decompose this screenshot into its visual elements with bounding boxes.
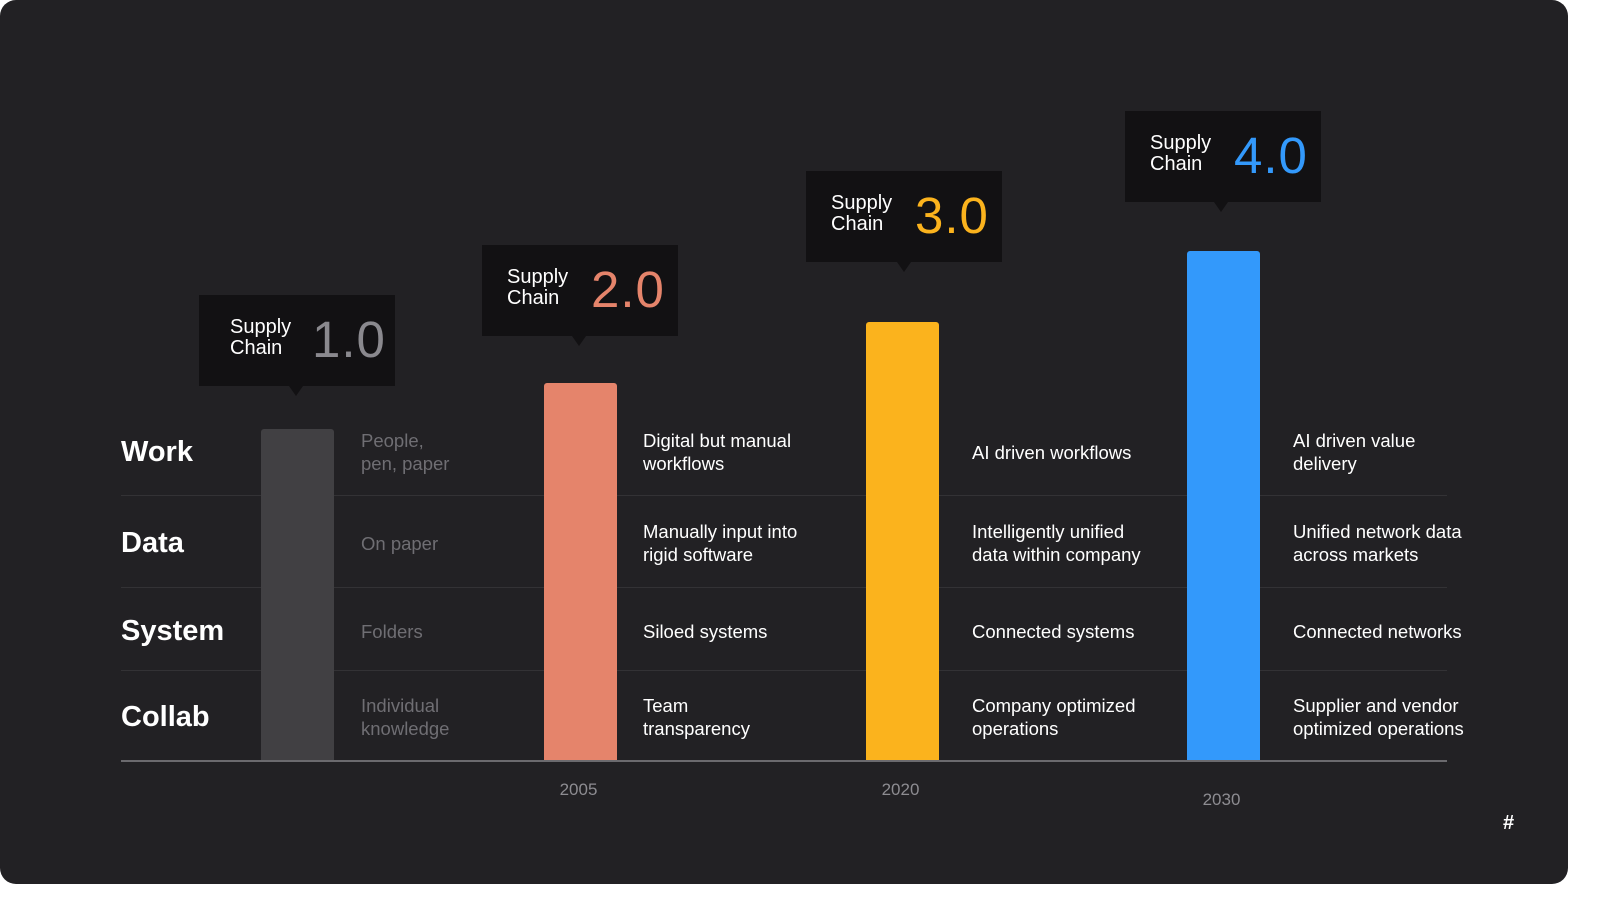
row-separator (121, 587, 1447, 588)
bar-4-0 (1187, 251, 1260, 760)
label-callout-1-0: Supply Chain 1.0 (199, 295, 395, 386)
label-callout-3-0: Supply Chain 3.0 (806, 171, 1002, 262)
callout-label: Supply Chain (230, 316, 292, 359)
callout-label: Supply Chain (507, 266, 569, 309)
cell-work-4-0: AI driven value delivery (1293, 430, 1416, 474)
cell-work-3-0: AI driven workflows (972, 441, 1132, 463)
bar-3-0 (866, 322, 939, 760)
row-label-system: System (121, 615, 225, 647)
label-callout-2-0: Supply Chain 2.0 (482, 245, 678, 336)
cell-data-4-0: Unified network data across markets (1293, 521, 1462, 565)
x-axis-baseline (121, 760, 1447, 762)
row-label-work: Work (121, 436, 193, 468)
cell-system-3-0: Connected systems (972, 620, 1135, 642)
label-callout-4-0: Supply Chain 4.0 (1125, 111, 1321, 202)
cell-work-1-0: People, pen, paper (361, 430, 450, 474)
callout-value: 3.0 (915, 187, 989, 244)
bar-2-0 (544, 383, 617, 760)
cell-collab-1-0: Individual knowledge (361, 695, 450, 739)
callout-value: 4.0 (1234, 127, 1308, 184)
cell-collab-4-0: Supplier and vendor optimized operations (1293, 695, 1464, 739)
cell-system-1-0: Folders (361, 620, 423, 642)
chart-overlay: Work Data System Collab People, pen, paper On… (0, 0, 1568, 884)
footer-hash-mark: # (1503, 812, 1515, 834)
cell-data-2-0: Manually input into rigid software (643, 521, 798, 565)
x-tick-label: 2005 (559, 780, 598, 799)
callout-value: 1.0 (312, 311, 386, 368)
cell-system-4-0: Connected networks (1293, 620, 1462, 642)
x-tick-label: 2030 (1202, 790, 1241, 809)
cell-data-1-0: On paper (361, 532, 439, 554)
row-separator (121, 495, 1447, 496)
bar-1-0 (261, 429, 334, 760)
row-separator (121, 670, 1447, 671)
cell-work-2-0: Digital but manual workflows (643, 430, 792, 474)
cell-collab-2-0: Team transparency (643, 695, 750, 739)
cell-data-3-0: Intelligently unified data within compan… (972, 521, 1141, 565)
cell-system-2-0: Siloed systems (643, 620, 768, 642)
row-label-collab: Collab (121, 701, 210, 733)
slide: Work Data System Collab People, pen, paper On… (0, 0, 1568, 884)
callout-value: 2.0 (591, 261, 665, 318)
row-label-data: Data (121, 527, 184, 559)
cell-collab-3-0: Company optimized operations (972, 695, 1136, 739)
x-tick-label: 2020 (881, 780, 920, 799)
callout-label: Supply Chain (1150, 132, 1212, 175)
callout-label: Supply Chain (831, 192, 893, 235)
